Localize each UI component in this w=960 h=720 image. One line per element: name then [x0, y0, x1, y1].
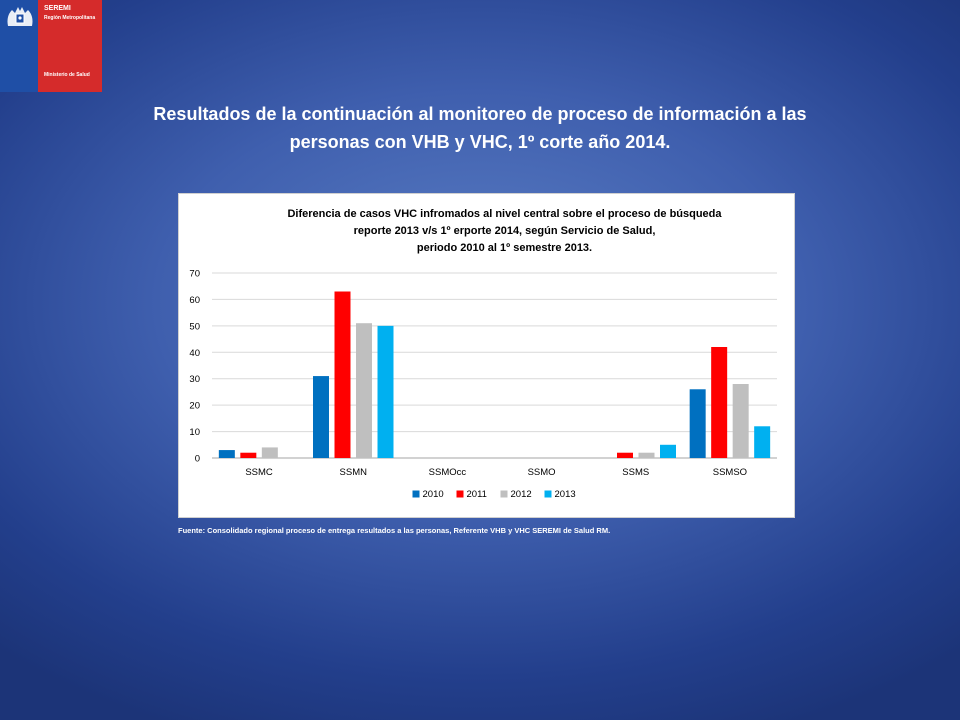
- x-tick-label: SSMC: [245, 467, 273, 478]
- source-note: Fuente: Consolidado regional proceso de …: [178, 526, 611, 535]
- slide-title: Resultados de la continuación al monitor…: [60, 100, 900, 156]
- logo-text-seremi: SEREMI: [44, 5, 71, 12]
- legend-swatch-2011: [456, 490, 464, 498]
- x-tick-label: SSMS: [622, 467, 649, 478]
- legend-swatch-2010: [412, 490, 420, 498]
- legend-label: 2012: [511, 489, 532, 500]
- chart-title-line: Diferencia de casos VHC infromados al ni…: [287, 208, 722, 220]
- y-tick-label: 10: [189, 427, 200, 438]
- y-tick-label: 50: [189, 321, 200, 332]
- y-tick-label: 20: [189, 401, 200, 412]
- bar-ssmso-2010: [689, 389, 706, 458]
- bar-ssmn-2012: [356, 323, 372, 458]
- bar-ssmso-2011: [711, 347, 728, 458]
- logo-text-region: Región Metropolitana: [44, 15, 96, 21]
- legend-label: 2010: [423, 489, 444, 500]
- legend-swatch-2013: [544, 490, 552, 498]
- chart-container: Diferencia de casos VHC infromados al ni…: [178, 193, 795, 518]
- logo-text-ministry: Ministerio de Salud: [44, 72, 90, 78]
- legend-label: 2011: [467, 489, 487, 500]
- seremi-logo: SEREMI Región Metropolitana Ministerio d…: [0, 0, 102, 92]
- y-tick-label: 60: [189, 295, 200, 306]
- y-tick-label: 40: [189, 348, 200, 359]
- chart-title-line: periodo 2010 al 1º semestre 2013.: [417, 242, 592, 254]
- y-tick-label: 0: [195, 454, 200, 465]
- chart-title-line: reporte 2013 v/s 1º erporte 2014, según …: [354, 225, 656, 237]
- bar-ssmn-2011: [334, 291, 351, 458]
- bar-ssms-2012: [638, 452, 655, 458]
- bar-ssms-2013: [660, 444, 676, 458]
- bar-ssmso-2012: [732, 384, 749, 458]
- y-tick-label: 70: [189, 269, 200, 280]
- bar-ssmso-2013: [754, 426, 771, 458]
- bar-ssms-2011: [617, 452, 633, 458]
- bar-ssmn-2010: [313, 376, 329, 458]
- legend-swatch-2012: [500, 490, 508, 498]
- bar-chart: Diferencia de casos VHC infromados al ni…: [189, 208, 777, 500]
- x-tick-label: SSMN: [340, 467, 368, 478]
- bar-ssmc-2012: [261, 447, 278, 458]
- bar-ssmn-2013: [377, 325, 394, 458]
- x-tick-label: SSMOcc: [429, 467, 467, 478]
- x-tick-label: SSMSO: [713, 467, 747, 478]
- bar-ssmc-2011: [240, 452, 257, 458]
- legend-label: 2013: [555, 489, 576, 500]
- x-tick-label: SSMO: [528, 467, 556, 478]
- slide-title-line-1: Resultados de la continuación al monitor…: [153, 104, 807, 124]
- bar-ssmc-2010: [218, 450, 235, 458]
- coat-of-arms-icon: [7, 7, 33, 26]
- y-tick-label: 30: [189, 374, 200, 385]
- slide-title-line-2: personas con VHB y VHC, 1º corte año 201…: [289, 132, 671, 152]
